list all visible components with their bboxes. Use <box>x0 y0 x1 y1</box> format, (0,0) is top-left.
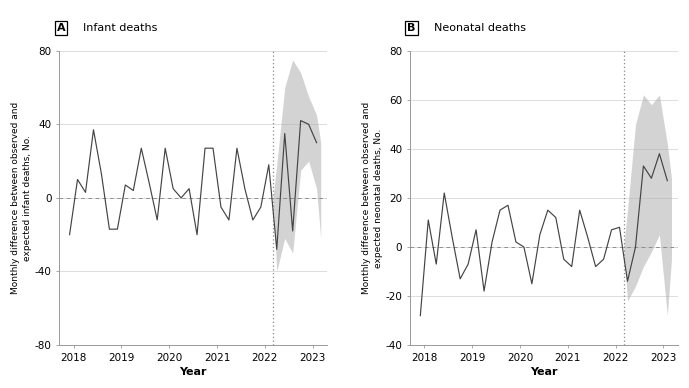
X-axis label: Year: Year <box>530 367 557 377</box>
Y-axis label: Monthly difference between observed and
expected infant deaths, No.: Monthly difference between observed and … <box>11 102 32 294</box>
Text: Infant deaths: Infant deaths <box>83 23 158 33</box>
Y-axis label: Monthly difference between observed and
expected neonatal deaths, No.: Monthly difference between observed and … <box>362 102 382 294</box>
Text: Neonatal deaths: Neonatal deaths <box>434 23 526 33</box>
Text: A: A <box>56 23 65 33</box>
X-axis label: Year: Year <box>179 367 207 377</box>
Text: B: B <box>407 23 415 33</box>
